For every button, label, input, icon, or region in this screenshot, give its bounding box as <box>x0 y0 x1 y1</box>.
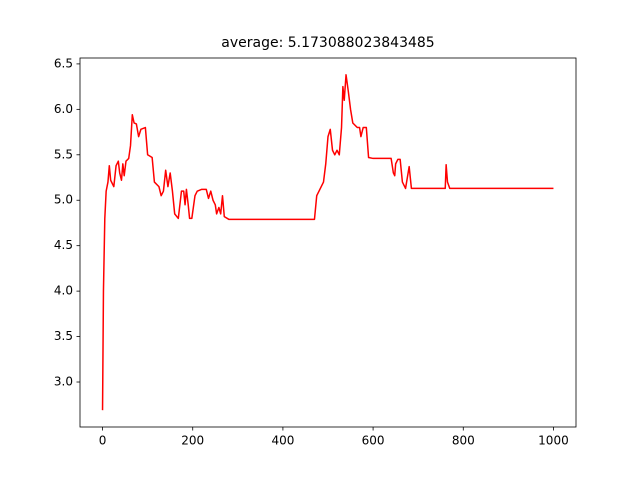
y-tick-label: 4.0 <box>54 284 73 298</box>
y-tick-label: 5.5 <box>54 147 73 161</box>
x-tick-label: 0 <box>99 434 107 448</box>
x-tick-label: 400 <box>271 434 294 448</box>
data-line <box>101 74 554 411</box>
y-tick-label: 6.0 <box>54 102 73 116</box>
x-tick-label: 800 <box>452 434 475 448</box>
x-tick-label: 200 <box>181 434 204 448</box>
x-tick-label: 600 <box>362 434 385 448</box>
axes-frame <box>79 57 577 428</box>
y-tick-label: 5.0 <box>54 193 73 207</box>
y-tick-label: 6.5 <box>54 56 73 70</box>
x-tick-label: 1000 <box>538 434 569 448</box>
y-tick-label: 3.0 <box>54 375 73 389</box>
y-tick-label: 4.5 <box>54 238 73 252</box>
y-tick-label: 3.5 <box>54 329 73 343</box>
chart-title: average: 5.173088023843485 <box>221 35 434 51</box>
